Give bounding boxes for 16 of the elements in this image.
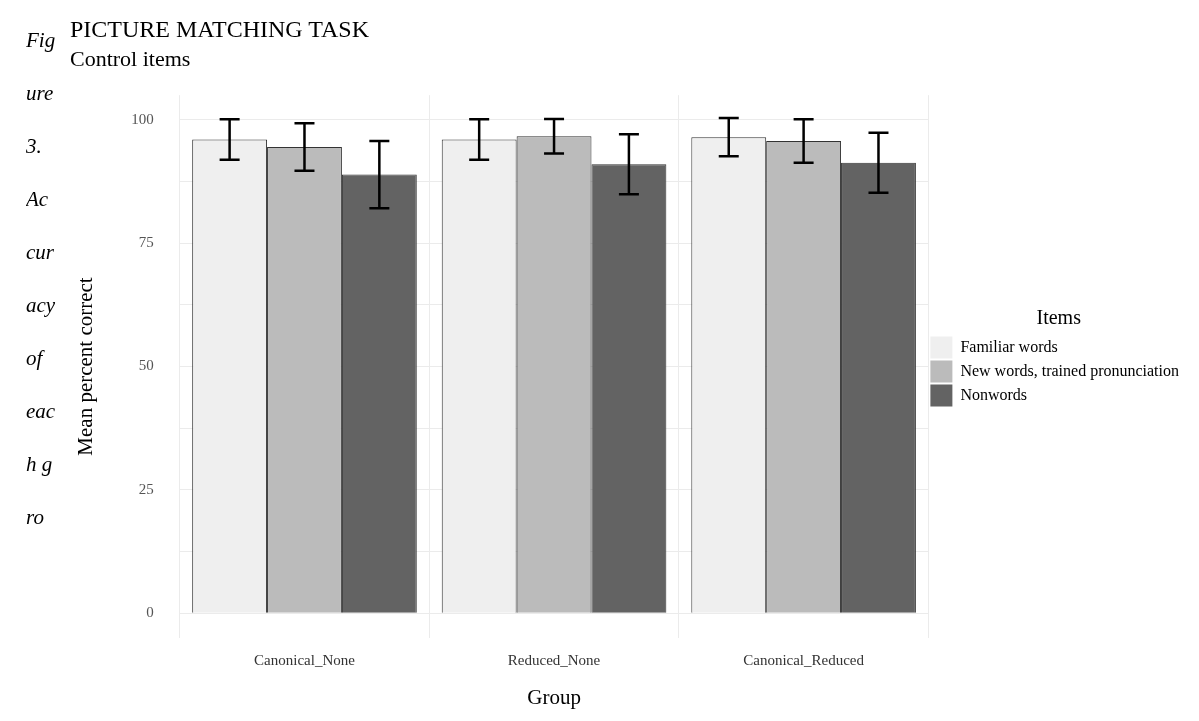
x-tick-label: Canonical_None — [254, 651, 356, 668]
y-tick-label: 25 — [138, 480, 154, 497]
x-tick-label: Canonical_Reduced — [743, 651, 865, 668]
y-tick-label: 0 — [146, 604, 154, 621]
y-tick-label: 100 — [131, 110, 154, 127]
x-tick-label: Reduced_None — [507, 651, 601, 668]
chart-title: PICTURE MATCHING TASK — [70, 15, 370, 42]
x-axis-title: Group — [527, 684, 581, 709]
y-axis-title: Mean percent correct — [73, 277, 98, 456]
chart-subtitle: Control items — [70, 45, 191, 71]
legend-title: Items — [1036, 305, 1082, 328]
y-tick-label: 50 — [138, 357, 154, 374]
legend-label: New words, trained pronunciation — [960, 361, 1179, 380]
legend-label: Nonwords — [960, 385, 1028, 403]
y-tick-label: 75 — [138, 234, 154, 251]
legend-label: Familiar words — [960, 337, 1058, 355]
